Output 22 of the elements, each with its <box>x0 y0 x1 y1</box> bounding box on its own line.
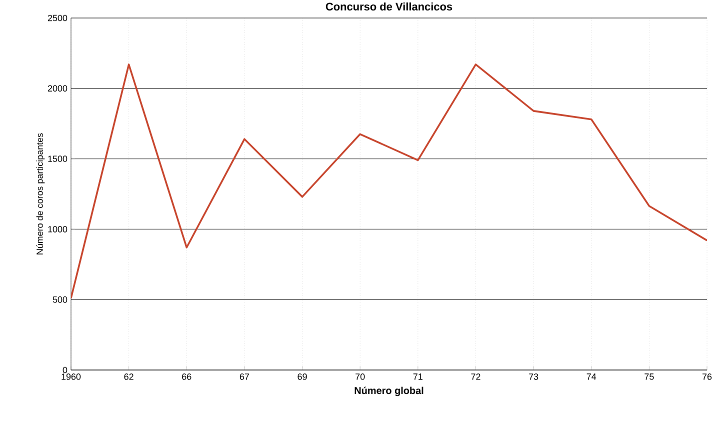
x-tick-label: 71 <box>413 374 422 380</box>
x-tick-label: 67 <box>240 374 249 380</box>
y-axis-title: Número de coros participantes <box>36 133 45 254</box>
x-tick-label: 74 <box>586 374 596 380</box>
x-tick-label: 62 <box>124 374 134 380</box>
line-series <box>71 64 708 300</box>
x-tick-label: 75 <box>644 374 654 380</box>
x-tick-label: 69 <box>298 374 307 380</box>
x-axis-title: Número global <box>354 386 424 396</box>
y-tick-label: 0 <box>62 366 68 374</box>
y-tick-label: 1000 <box>48 226 68 232</box>
x-tick-label: 66 <box>182 374 192 380</box>
x-tick-label: 73 <box>529 374 538 380</box>
x-tick-label: 72 <box>471 374 480 380</box>
y-tick-label: 500 <box>52 296 68 303</box>
y-tick-label: 2000 <box>48 85 68 92</box>
y-tick-label: 2500 <box>48 14 68 22</box>
x-tick-label: 76 <box>702 374 712 380</box>
chart-title: Concurso de Villancicos <box>326 2 452 10</box>
y-tick-label: 1500 <box>48 156 68 162</box>
x-tick-label: 1960 <box>62 374 81 380</box>
x-tick-label: 70 <box>356 374 365 380</box>
